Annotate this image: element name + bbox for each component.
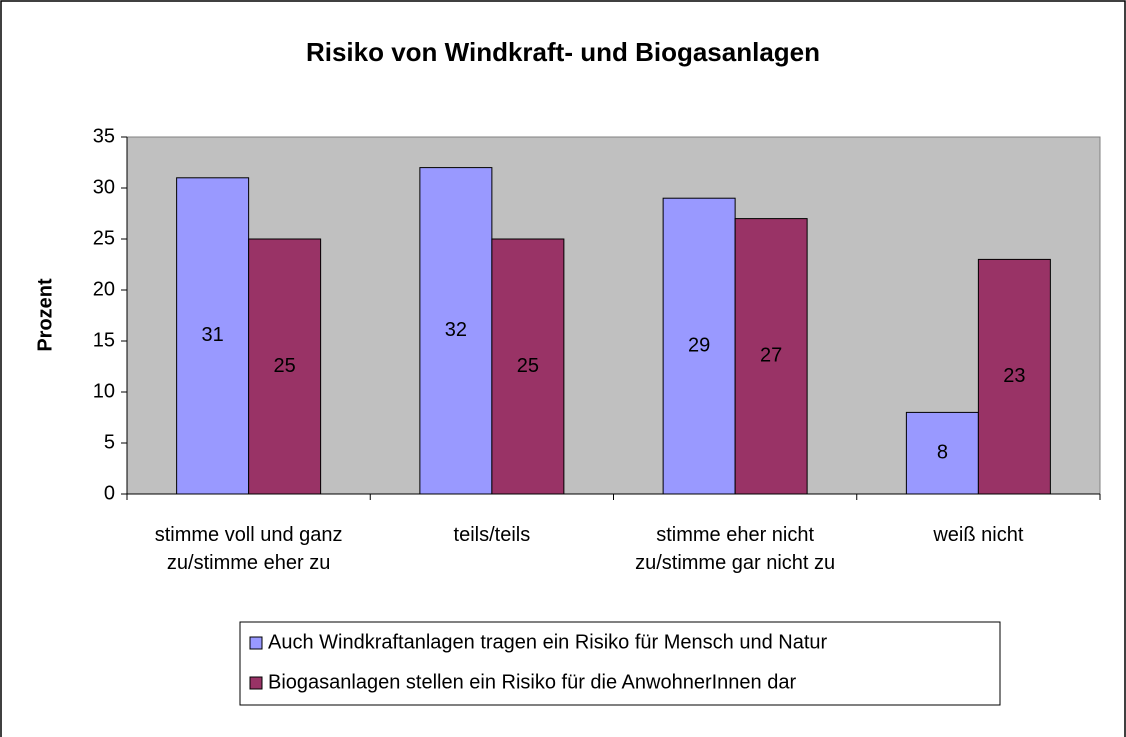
bar <box>905 411 979 495</box>
bar <box>248 238 322 495</box>
bar <box>662 197 736 495</box>
data-label: 31 <box>202 324 224 346</box>
x-tick-label: stimme voll und ganz zu/stimme eher zu <box>154 524 343 574</box>
data-label: 27 <box>760 345 782 367</box>
y-axis-label: Prozent <box>34 278 56 352</box>
y-tick-label: 20 <box>93 278 115 300</box>
y-tick-label: 5 <box>104 431 115 453</box>
bar <box>734 218 808 495</box>
y-tick-label: 10 <box>93 380 115 402</box>
y-tick-label: 30 <box>93 176 115 198</box>
legend-marker <box>249 636 263 650</box>
y-tick-label: 35 <box>93 125 115 147</box>
legend-label: Auch Windkraftanlagen tragen ein Risiko … <box>268 631 828 653</box>
bar <box>419 167 493 495</box>
data-label: 29 <box>688 334 710 356</box>
bar <box>176 177 250 495</box>
data-label: 25 <box>517 355 539 377</box>
data-label: 25 <box>274 355 296 377</box>
y-tick-label: 0 <box>104 482 115 504</box>
data-label: 32 <box>445 319 467 341</box>
y-tick-label: 15 <box>93 329 115 351</box>
legend-box <box>239 621 1001 706</box>
x-tick-label: stimme eher nicht zu/stimme gar nicht zu <box>635 524 836 574</box>
x-tick-label: teils/teils <box>453 524 531 546</box>
y-tick-label: 25 <box>93 227 115 249</box>
data-label: 8 <box>937 441 948 463</box>
chart-title: Risiko von Windkraft- und Biogasanlagen <box>306 37 820 67</box>
x-tick-label: weiß nicht <box>933 524 1024 546</box>
legend-marker <box>249 676 263 690</box>
bar <box>977 258 1051 495</box>
data-label: 23 <box>1003 365 1025 387</box>
bar <box>491 238 565 495</box>
legend-label: Biogasanlagen stellen ein Risiko für die… <box>268 671 796 693</box>
